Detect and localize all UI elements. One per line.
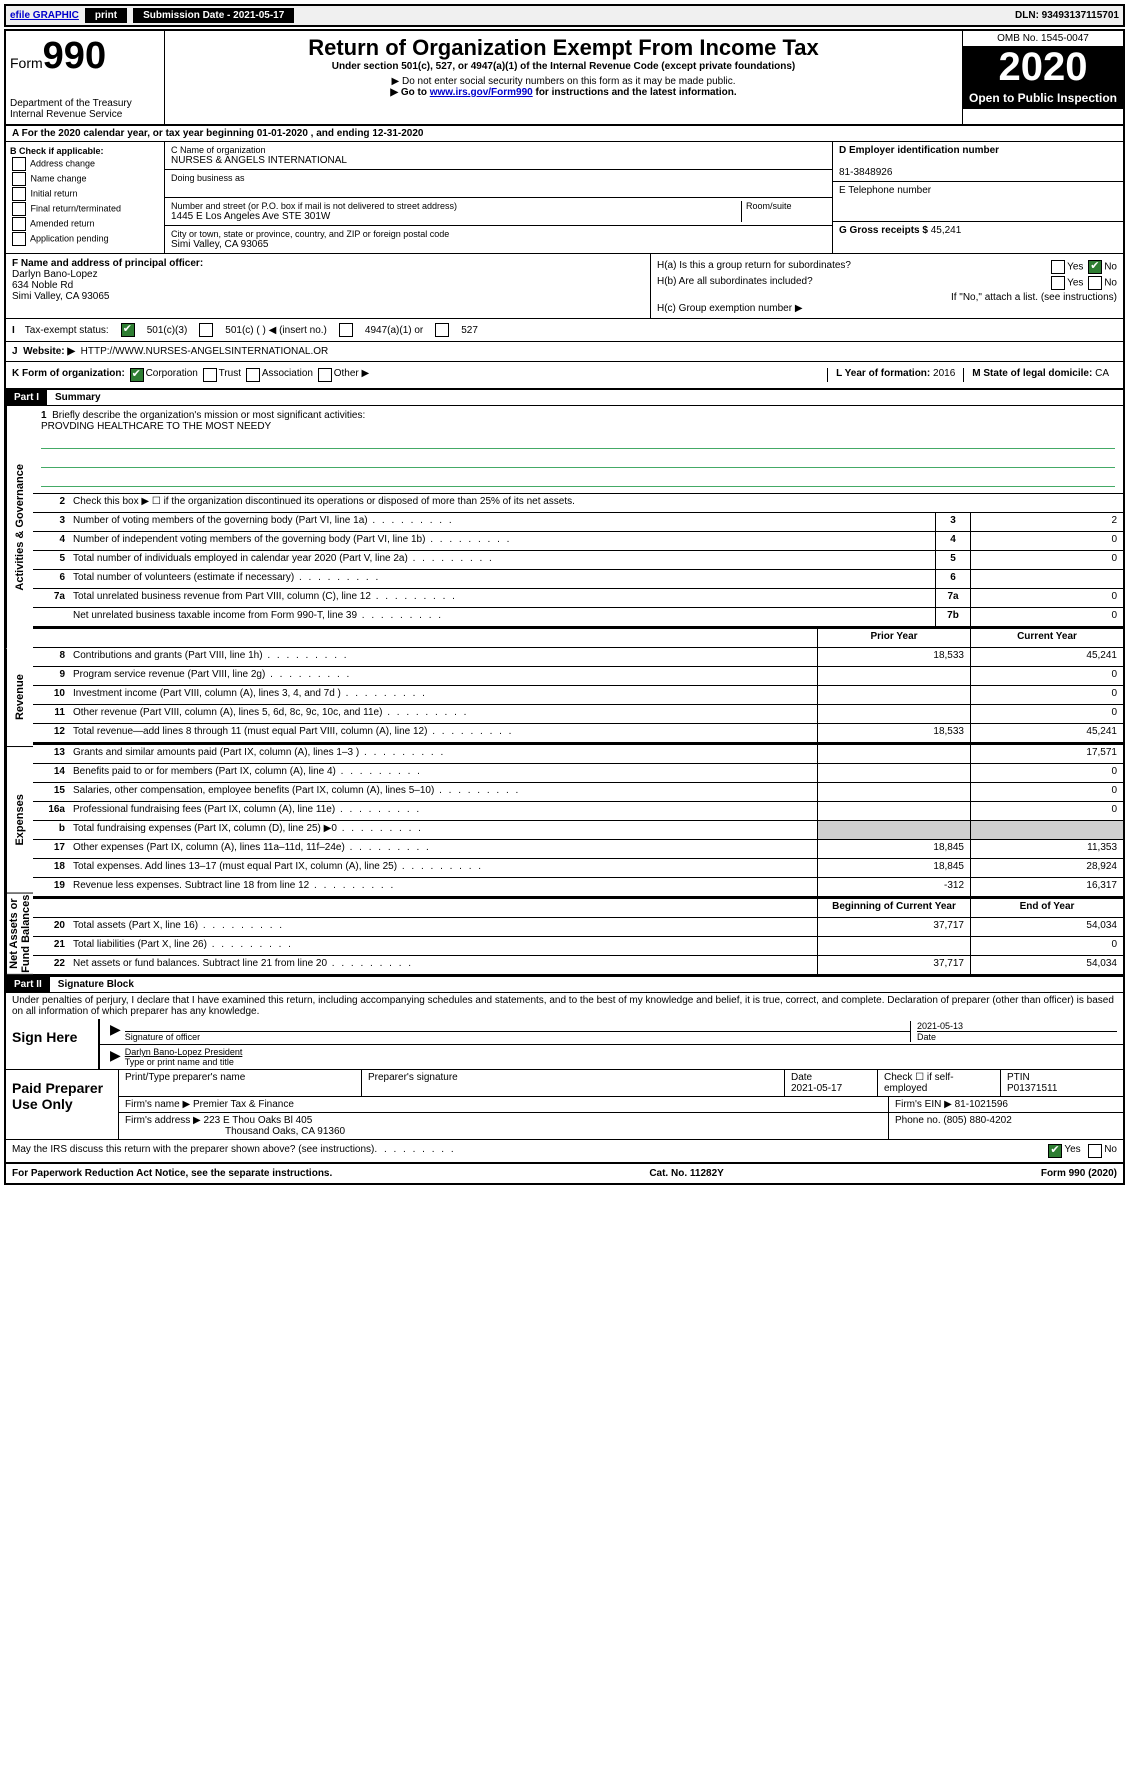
sign-here-section: Sign Here ▶ Signature of officer 2021-05… bbox=[6, 1019, 1123, 1070]
table-row: 15Salaries, other compensation, employee… bbox=[33, 783, 1123, 802]
table-row: bTotal fundraising expenses (Part IX, co… bbox=[33, 821, 1123, 840]
table-row: Net unrelated business taxable income fr… bbox=[33, 608, 1123, 627]
form-number: Form990 bbox=[10, 35, 160, 78]
part-1-header: Part I Summary bbox=[6, 390, 1123, 406]
part-2-header: Part II Signature Block bbox=[6, 977, 1123, 993]
table-row: 4Number of independent voting members of… bbox=[33, 532, 1123, 551]
org-name: NURSES & ANGELS INTERNATIONAL bbox=[171, 155, 826, 166]
side-governance: Activities & Governance bbox=[6, 406, 33, 649]
table-row: 11Other revenue (Part VIII, column (A), … bbox=[33, 705, 1123, 724]
perjury-statement: Under penalties of perjury, I declare th… bbox=[6, 993, 1123, 1019]
subtitle-1: Under section 501(c), 527, or 4947(a)(1)… bbox=[169, 61, 958, 72]
efile-link[interactable]: efile GRAPHIC bbox=[10, 10, 79, 21]
h-a-no-checkbox[interactable] bbox=[1088, 260, 1102, 274]
dept-treasury: Department of the Treasury bbox=[10, 98, 160, 109]
table-row: 8Contributions and grants (Part VIII, li… bbox=[33, 648, 1123, 667]
open-public: Open to Public Inspection bbox=[963, 87, 1123, 109]
discuss-yes-checkbox[interactable] bbox=[1048, 1144, 1062, 1158]
table-row: 6Total number of volunteers (estimate if… bbox=[33, 570, 1123, 589]
box-c: C Name of organization NURSES & ANGELS I… bbox=[165, 142, 832, 253]
paid-preparer-section: Paid Preparer Use Only Print/Type prepar… bbox=[6, 1070, 1123, 1140]
website-url: HTTP://WWW.NURSES-ANGELSINTERNATIONAL.OR bbox=[81, 346, 329, 357]
tax-year: 2020 bbox=[963, 47, 1123, 87]
mission-text: PROVDING HEALTHCARE TO THE MOST NEEDY bbox=[41, 421, 1115, 432]
section-f-h: F Name and address of principal officer:… bbox=[6, 254, 1123, 319]
table-row: 10Investment income (Part VIII, column (… bbox=[33, 686, 1123, 705]
org-city: Simi Valley, CA 93065 bbox=[171, 239, 826, 250]
501c3-checkbox[interactable] bbox=[121, 323, 135, 337]
table-row: 22Net assets or fund balances. Subtract … bbox=[33, 956, 1123, 975]
table-row: 3Number of voting members of the governi… bbox=[33, 513, 1123, 532]
form-990: Form990 Department of the Treasury Inter… bbox=[4, 29, 1125, 1185]
ein: 81-3848926 bbox=[839, 167, 892, 178]
dln: DLN: 93493137115701 bbox=[1015, 10, 1119, 21]
table-row: 16aProfessional fundraising fees (Part I… bbox=[33, 802, 1123, 821]
ptin: P01371511 bbox=[1007, 1083, 1057, 1094]
irs-link[interactable]: www.irs.gov/Form990 bbox=[430, 87, 533, 98]
irs-label: Internal Revenue Service bbox=[10, 109, 160, 120]
table-row: 20Total assets (Part X, line 16)37,71754… bbox=[33, 918, 1123, 937]
side-revenue: Revenue bbox=[6, 649, 33, 747]
row-i-tax-status: ITax-exempt status: 501(c)(3) 501(c) ( )… bbox=[6, 319, 1123, 342]
submission-date: Submission Date - 2021-05-17 bbox=[133, 8, 294, 23]
officer-name: Darlyn Bano-Lopez President bbox=[125, 1047, 1117, 1057]
print-button[interactable]: print bbox=[85, 8, 127, 23]
part-1-body: Activities & Governance Revenue Expenses… bbox=[6, 406, 1123, 977]
side-expenses: Expenses bbox=[6, 747, 33, 894]
form-title: Return of Organization Exempt From Incom… bbox=[169, 35, 958, 61]
org-address: 1445 E Los Angeles Ave STE 301W bbox=[171, 211, 741, 222]
row-k-l-m: K Form of organization: Corporation Trus… bbox=[6, 362, 1123, 390]
table-row: 17Other expenses (Part IX, column (A), l… bbox=[33, 840, 1123, 859]
table-row: 12Total revenue—add lines 8 through 11 (… bbox=[33, 724, 1123, 743]
table-row: 5Total number of individuals employed in… bbox=[33, 551, 1123, 570]
gross-receipts: 45,241 bbox=[931, 225, 962, 236]
table-row: 18Total expenses. Add lines 13–17 (must … bbox=[33, 859, 1123, 878]
row-a-period: A For the 2020 calendar year, or tax yea… bbox=[6, 126, 1123, 142]
table-row: 9Program service revenue (Part VIII, lin… bbox=[33, 667, 1123, 686]
table-row: 21Total liabilities (Part X, line 26)0 bbox=[33, 937, 1123, 956]
table-row: 13Grants and similar amounts paid (Part … bbox=[33, 745, 1123, 764]
section-b-through-g: B Check if applicable: Address change Na… bbox=[6, 142, 1123, 254]
box-d-e-g: D Employer identification number 81-3848… bbox=[832, 142, 1123, 253]
table-row: 19Revenue less expenses. Subtract line 1… bbox=[33, 878, 1123, 897]
table-row: 7aTotal unrelated business revenue from … bbox=[33, 589, 1123, 608]
side-net-assets: Net Assets or Fund Balances bbox=[6, 893, 33, 975]
box-f: F Name and address of principal officer:… bbox=[6, 254, 651, 318]
form-header: Form990 Department of the Treasury Inter… bbox=[6, 31, 1123, 126]
subtitle-2: ▶ Do not enter social security numbers o… bbox=[169, 76, 958, 87]
top-bar: efile GRAPHIC print Submission Date - 20… bbox=[4, 4, 1125, 27]
firm-name: Premier Tax & Finance bbox=[193, 1099, 294, 1110]
table-row: 14Benefits paid to or for members (Part … bbox=[33, 764, 1123, 783]
discuss-row: May the IRS discuss this return with the… bbox=[6, 1140, 1123, 1164]
row-j-website: J Website: ▶ HTTP://WWW.NURSES-ANGELSINT… bbox=[6, 342, 1123, 362]
subtitle-3: ▶ Go to www.irs.gov/Form990 for instruct… bbox=[169, 87, 958, 98]
corp-checkbox[interactable] bbox=[130, 368, 144, 382]
form-footer: For Paperwork Reduction Act Notice, see … bbox=[6, 1164, 1123, 1183]
box-h: H(a) Is this a group return for subordin… bbox=[651, 254, 1123, 318]
box-b: B Check if applicable: Address change Na… bbox=[6, 142, 165, 253]
